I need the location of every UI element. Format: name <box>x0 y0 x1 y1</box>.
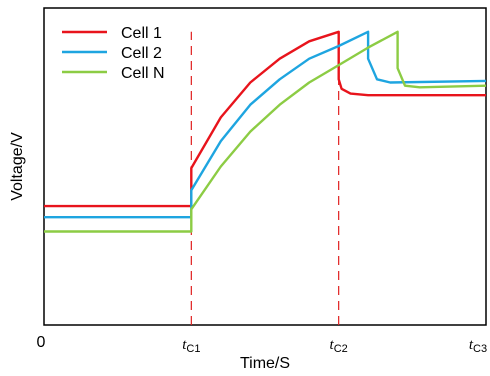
series-line-3 <box>44 30 487 233</box>
x-tick-sub: C1 <box>186 343 200 355</box>
legend: Cell 1 Cell 2 Cell N <box>62 25 165 82</box>
x-tick-labels: tC1 tC2 tC3 <box>182 337 487 355</box>
x-tick-label-1: tC1 <box>182 337 200 355</box>
series-lines <box>44 30 487 233</box>
legend-label-3: Cell N <box>121 65 165 82</box>
legend-label-1: Cell 1 <box>121 25 162 42</box>
x-tick-sub: C3 <box>473 343 487 355</box>
x-tick-label-3: tC3 <box>469 337 487 355</box>
origin-label: 0 <box>37 334 46 351</box>
x-tick-sub: C2 <box>334 343 348 355</box>
x-tick-main: t <box>182 337 187 353</box>
x-axis-title: Time/S <box>240 355 290 372</box>
x-tick-main: t <box>469 337 474 353</box>
plot-area-frame <box>43 7 487 326</box>
legend-label-2: Cell 2 <box>121 45 162 62</box>
x-tick-main: t <box>330 337 335 353</box>
series-line-2 <box>44 30 487 219</box>
y-axis-title: Voltage/V <box>9 132 26 201</box>
x-tick-label-2: tC2 <box>330 337 348 355</box>
